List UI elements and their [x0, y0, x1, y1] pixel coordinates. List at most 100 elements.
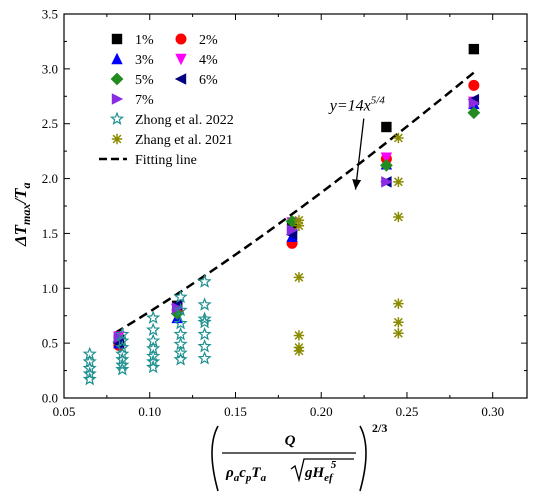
series-zhong-et-al-2022: [82, 274, 212, 386]
data-point: [293, 215, 305, 226]
x-tick-label: 0.10: [138, 404, 161, 419]
x-label-sqrt-sign: [290, 458, 354, 483]
y-axis-label: ΔTmax/Ta: [11, 183, 33, 248]
x-tick-label: 0.15: [224, 404, 247, 419]
legend-marker: [174, 73, 187, 85]
data-point: [173, 352, 188, 366]
data-point: [379, 159, 393, 172]
legend: 1% 2% 3% 4% 5% 6% 7% Zhong et al. 2022 Zhang et …: [99, 33, 234, 168]
legend-marker: [111, 133, 123, 145]
data-point: [197, 311, 212, 326]
series-zhang-et-al-2021: [293, 132, 404, 357]
plot-area: [82, 43, 481, 386]
data-point: [393, 328, 404, 339]
data-point: [197, 314, 212, 329]
data-point: [197, 326, 212, 341]
axes: 0.05 0.10 0.15 0.20 0.25 0.30 0.0 0.5 1.0 1.5 2.0 2…: [42, 7, 528, 419]
legend-label: 6%: [199, 73, 218, 88]
legend-marker: [175, 33, 187, 45]
legend-marker: [110, 72, 124, 86]
legend-marker: [175, 53, 187, 66]
data-point: [115, 333, 130, 347]
x-tick-label: 0.30: [481, 404, 504, 419]
legend-label: Zhong et al. 2022: [135, 113, 234, 128]
data-point: [173, 345, 188, 360]
y-tick-label: 0.0: [42, 391, 58, 406]
data-point: [197, 338, 212, 353]
data-point: [393, 132, 404, 144]
data-point: [393, 211, 404, 223]
data-point: [82, 366, 97, 380]
data-point: [381, 121, 392, 133]
legend-label: Fitting line: [135, 153, 197, 168]
data-point: [115, 346, 130, 361]
data-point: [293, 220, 305, 231]
data-point: [286, 224, 299, 236]
x-label-right-paren: [359, 425, 367, 492]
legend-label: Zhang et al. 2021: [135, 133, 233, 148]
legend-label: 2%: [199, 33, 218, 48]
data-point: [293, 272, 305, 283]
x-label-exponent: 2/3: [372, 421, 387, 435]
legend-marker: [111, 33, 123, 45]
legend-label: 5%: [135, 73, 154, 88]
data-point: [285, 214, 299, 228]
data-point: [115, 357, 130, 372]
y-tick-label: 0.5: [42, 336, 58, 351]
data-point: [173, 289, 188, 304]
annotation-arrow-head: [352, 179, 362, 190]
legend-label: 4%: [199, 53, 218, 68]
y-tick-label: 3.5: [42, 7, 58, 22]
data-point: [146, 310, 161, 324]
data-point: [468, 79, 480, 91]
legend-marker: [111, 52, 123, 65]
data-point: [293, 330, 305, 341]
legend-marker: [111, 93, 124, 105]
data-point: [82, 360, 97, 375]
legend-label: 7%: [135, 93, 154, 108]
x-tick-label: 0.25: [396, 404, 419, 419]
data-point: [146, 359, 161, 374]
data-point: [393, 176, 404, 188]
data-point: [115, 326, 130, 341]
data-point: [82, 354, 97, 368]
data-point: [173, 315, 188, 330]
data-point: [467, 106, 481, 120]
legend-label: 3%: [135, 53, 154, 68]
data-point: [197, 351, 212, 365]
data-point: [293, 345, 305, 357]
data-point: [468, 97, 481, 109]
y-tick-label: 2.0: [42, 171, 58, 186]
legend-marker: [109, 111, 125, 126]
data-point: [173, 302, 188, 317]
data-point: [393, 317, 404, 328]
x-tick-label: 0.05: [53, 404, 76, 419]
data-point: [146, 354, 161, 368]
data-point: [393, 298, 404, 309]
annotation-arrow-line: [354, 118, 365, 190]
data-point: [115, 340, 130, 354]
data-point: [381, 176, 393, 188]
y-tick-label: 2.5: [42, 116, 58, 131]
data-point: [468, 43, 480, 55]
x-label-sqrt-content: gHef5: [304, 459, 337, 484]
data-point: [115, 362, 130, 376]
data-point: [380, 152, 393, 164]
data-point: [82, 371, 97, 386]
legend-label: 1%: [135, 33, 154, 48]
x-label-left-paren: [211, 425, 219, 492]
y-tick-label: 3.0: [42, 61, 58, 76]
x-label-numerator: Q: [285, 433, 296, 449]
fit-equation-annotation: y=14x5/4: [328, 95, 386, 115]
data-point: [146, 322, 161, 337]
x-label-denominator: ρacpTa: [225, 465, 267, 484]
y-tick-label: 1.5: [42, 226, 58, 241]
x-tick-label: 0.20: [310, 404, 333, 419]
y-tick-label: 1.0: [42, 281, 58, 296]
data-point: [146, 348, 161, 363]
data-point: [197, 274, 212, 288]
